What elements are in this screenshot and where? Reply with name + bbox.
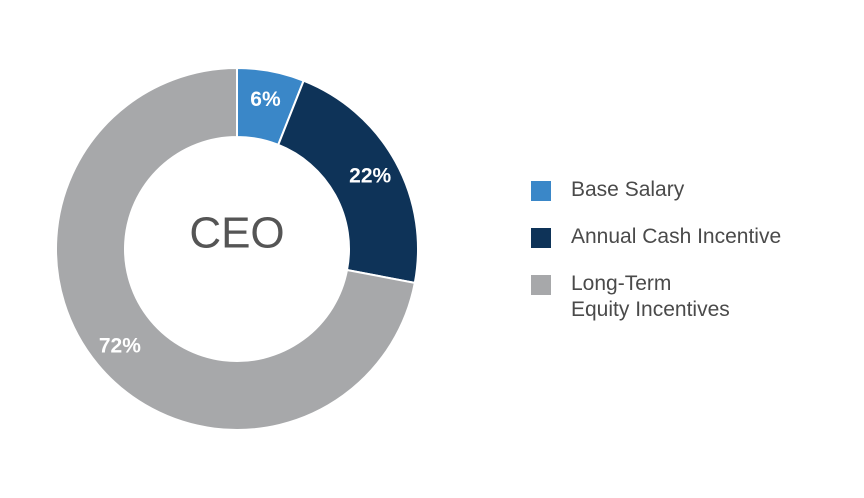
legend-label-annual-cash-incentive: Annual Cash Incentive <box>571 224 851 250</box>
legend-label-long-term-equity: Long-Term Equity Incentives <box>571 271 851 323</box>
slice-long-term-equity-incentives <box>55 66 416 431</box>
donut-slices <box>55 66 419 431</box>
legend-label-line: Equity Incentives <box>571 298 730 321</box>
data-label-long-term-equity-incentives: 72% <box>99 334 141 357</box>
legend-label-line: Long-Term <box>571 272 672 295</box>
legend-label-base-salary: Base Salary <box>571 177 851 203</box>
legend-item-annual-cash-incentive: Annual Cash Incentive <box>531 224 851 271</box>
legend-label-line: Base Salary <box>571 178 685 201</box>
legend-swatch-base-salary <box>531 181 551 201</box>
slice-annual-cash-incentive <box>276 79 419 285</box>
center-label: CEO <box>189 209 284 258</box>
data-label-annual-cash-incentive: 22% <box>349 164 391 187</box>
legend-swatch-annual-cash-incentive <box>531 228 551 248</box>
data-label-base-salary: 6% <box>250 88 281 111</box>
legend-label-line: Annual Cash Incentive <box>571 225 782 248</box>
legend-swatch-long-term-equity <box>531 275 551 295</box>
slice-labels: 6% 22% 72% <box>99 88 392 357</box>
legend: Base Salary Annual Cash Incentive Long-T… <box>531 177 851 321</box>
legend-item-long-term-equity: Long-Term Equity Incentives <box>531 271 851 321</box>
legend-item-base-salary: Base Salary <box>531 177 851 224</box>
